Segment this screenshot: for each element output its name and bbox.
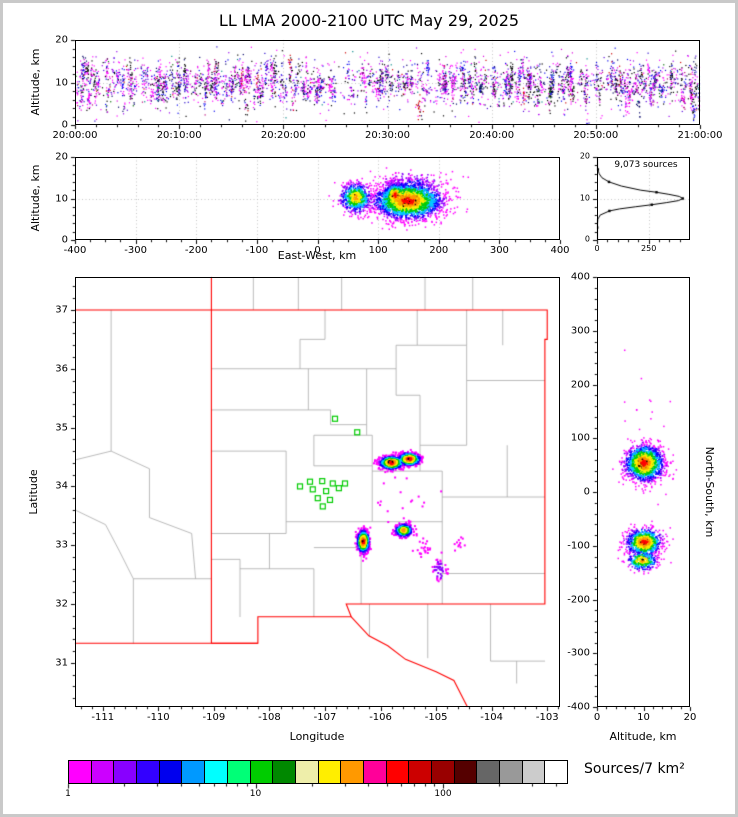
colorbar-segment — [362, 761, 386, 783]
x-tick-label: -106 — [369, 712, 392, 723]
x-tick-label: 20:50:00 — [573, 130, 619, 141]
colorbar-segment — [317, 761, 341, 783]
x-tick-label: 100 — [368, 245, 388, 256]
colorbar-segment — [294, 761, 318, 783]
y-tick-label: 34 — [55, 480, 68, 492]
y-tick-label: 31 — [55, 657, 68, 669]
x-tick-label: -400 — [63, 245, 87, 256]
y-tick-label: 35 — [55, 422, 68, 434]
colorbar-segment — [136, 761, 159, 783]
colorbar — [68, 760, 568, 784]
colorbar-label: Sources/7 km² — [584, 761, 685, 777]
sources-count-annotation: 9,073 sources — [614, 160, 678, 170]
y-tick-label: 0 — [61, 119, 68, 131]
y-tick-label: 100 — [570, 432, 590, 444]
y-tick-label: 200 — [570, 379, 590, 390]
colorbar-segment — [226, 761, 250, 783]
x-tick-label: 250 — [641, 244, 657, 253]
ns-panel-xlabel: Altitude, km — [609, 730, 677, 743]
colorbar-segment — [69, 761, 91, 783]
y-tick-label: 37 — [55, 304, 68, 316]
x-tick-label: -100 — [245, 245, 269, 256]
colorbar-tick-label: 1 — [65, 789, 71, 799]
x-tick-label: -300 — [124, 245, 147, 256]
x-tick-label: 20:00:00 — [52, 130, 98, 141]
x-tick-label: 0 — [314, 245, 321, 256]
colorbar-segment — [204, 761, 227, 783]
y-tick-label: 20 — [55, 34, 68, 46]
x-tick-label: 20 — [683, 712, 697, 723]
colorbar-segment — [408, 761, 431, 783]
ns-panel-ylabel: North-South, km — [703, 446, 717, 538]
colorbar-segment — [499, 761, 522, 783]
y-tick-label: 0 — [584, 234, 590, 244]
colorbar-segment — [340, 761, 363, 783]
y-tick-label: 400 — [570, 271, 590, 283]
map-ylabel: Latitude — [26, 469, 40, 515]
x-tick-label: 400 — [550, 245, 570, 256]
colorbar-segment — [272, 761, 295, 783]
x-tick-label: 20:10:00 — [156, 130, 202, 141]
colorbar-segment — [181, 761, 205, 783]
x-tick-label: -104 — [480, 712, 504, 723]
x-tick-label: -108 — [258, 712, 281, 723]
x-tick-label: 20:40:00 — [469, 130, 515, 141]
x-tick-label: 0 — [593, 712, 601, 723]
colorbar-segment — [385, 761, 409, 783]
x-tick-label: -109 — [202, 712, 226, 723]
x-tick-label: 10 — [637, 712, 650, 723]
x-tick-label: -105 — [424, 712, 448, 723]
y-tick-label: -400 — [567, 701, 590, 713]
y-tick-label: 10 — [579, 193, 590, 203]
colorbar-segment — [431, 761, 454, 783]
y-tick-label: 300 — [570, 325, 590, 337]
plot-title: LL LMA 2000-2100 UTC May 29, 2025 — [218, 11, 520, 30]
colorbar-segment — [90, 761, 114, 783]
colorbar-segment — [113, 761, 137, 783]
colorbar-segment — [158, 761, 182, 783]
y-tick-label: 32 — [55, 598, 68, 610]
y-tick-label: 20 — [579, 151, 590, 161]
y-tick-label: 36 — [55, 363, 68, 375]
y-tick-label: -100 — [567, 540, 590, 552]
y-tick-label: -200 — [567, 594, 590, 605]
colorbar-segment — [521, 761, 545, 783]
x-tick-label: 200 — [429, 245, 449, 256]
y-tick-label: 10 — [55, 193, 68, 204]
ew-panel-xlabel: East-West, km — [277, 249, 357, 262]
y-tick-label: 33 — [55, 539, 68, 551]
colorbar-segment — [453, 761, 477, 783]
x-tick-label: -200 — [184, 245, 208, 256]
x-tick-label: 300 — [489, 245, 509, 256]
x-tick-label: 0 — [594, 244, 600, 253]
map-xlabel: Longitude — [289, 730, 345, 743]
colorbar-segment — [476, 761, 500, 783]
x-tick-label: -103 — [535, 712, 559, 723]
x-tick-label: -107 — [313, 712, 337, 723]
x-tick-label: 20:30:00 — [365, 130, 410, 141]
colorbar-segment — [249, 761, 273, 783]
x-tick-label: -111 — [91, 712, 115, 723]
x-tick-label: 20:20:00 — [260, 130, 306, 141]
time-panel-ylabel: Altitude, km — [28, 48, 42, 116]
x-tick-label: -110 — [146, 712, 170, 723]
y-tick-label: 20 — [55, 151, 68, 163]
y-tick-label: 0 — [61, 234, 68, 246]
y-tick-label: 0 — [583, 486, 590, 498]
y-tick-label: -300 — [567, 647, 590, 659]
ew-panel-ylabel: Altitude, km — [28, 164, 42, 232]
colorbar-tick-label: 10 — [249, 789, 262, 799]
colorbar-tick-label: 100 — [434, 789, 452, 799]
x-tick-label: 21:00:00 — [677, 130, 723, 141]
colorbar-segment — [544, 761, 568, 783]
y-tick-label: 10 — [55, 77, 68, 88]
